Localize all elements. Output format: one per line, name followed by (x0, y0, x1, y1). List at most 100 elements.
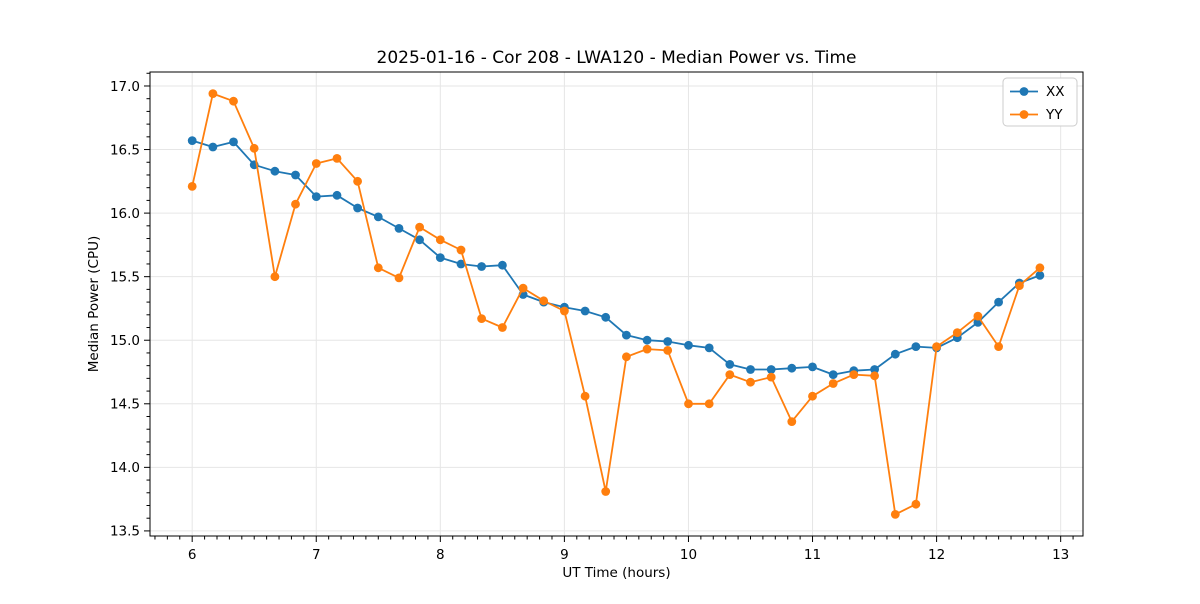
series-YY-marker (766, 372, 776, 382)
series-XX-marker (622, 330, 631, 340)
series-YY-marker (456, 245, 466, 255)
series-XX-marker (415, 235, 424, 245)
series-XX-marker (187, 136, 197, 146)
series-XX-marker (994, 297, 1003, 307)
series-YY-marker (1035, 263, 1045, 273)
series-YY-marker (725, 370, 735, 379)
series-XX-line (191, 139, 1041, 376)
y-tick-label: 14.5 (110, 397, 140, 413)
series-XX-marker (746, 365, 755, 374)
series-XX-marker (498, 260, 507, 270)
x-tick-label: 9 (560, 547, 569, 563)
series-YY-marker (684, 399, 693, 409)
series-YY-marker (808, 391, 817, 401)
series-YY-marker (890, 510, 900, 519)
y-tick-label: 13.5 (110, 524, 140, 540)
series-XX-marker (808, 362, 817, 372)
series-YY-marker (828, 379, 838, 388)
series-YY-marker (435, 235, 445, 245)
plot-area (150, 72, 1083, 536)
y-tick-label: 16.5 (110, 142, 140, 158)
series-YY-marker (601, 487, 611, 496)
legend-box (1002, 77, 1078, 127)
x-tick-label: 10 (680, 547, 697, 563)
series-XX-marker (663, 337, 673, 346)
legend-entry-YY: YY (1010, 107, 1063, 123)
series-YY-marker (622, 352, 631, 362)
series-YY-marker (994, 342, 1003, 351)
y-tick-label: 16.0 (110, 206, 140, 222)
series-YY-marker (973, 311, 983, 321)
series-XX-marker (332, 190, 342, 200)
series-XX-marker (229, 137, 238, 147)
series-XX-marker (601, 312, 611, 322)
series-XX-marker (828, 370, 838, 379)
series-YY-marker (332, 154, 342, 163)
series-YY-marker (187, 182, 197, 191)
series-YY-marker (1015, 281, 1024, 290)
series-XX-marker (704, 343, 714, 353)
series-XX-marker (1035, 271, 1045, 280)
series-YY-marker (394, 273, 404, 283)
y-axis-label: Median Power (CPU) (86, 236, 102, 372)
series-XX-marker (373, 212, 383, 222)
series-YY-marker (270, 272, 280, 282)
grid (150, 72, 1083, 536)
y-tick-label: 15.5 (110, 269, 140, 285)
series-YY-marker (849, 370, 859, 379)
chart-title: 2025-01-16 - Cor 208 - LWA120 - Median P… (377, 48, 857, 68)
series-YY-marker (249, 143, 259, 153)
series-YY-marker (911, 499, 921, 509)
series-YY-marker (746, 377, 755, 387)
y-tick-label: 17.0 (110, 79, 140, 95)
legend-label: YY (1045, 107, 1063, 123)
series-YY-marker (787, 417, 797, 426)
series-XX-marker (911, 342, 921, 351)
series-XX-marker (291, 170, 300, 180)
x-tick-label: 11 (804, 547, 821, 563)
x-axis-label: UT Time (hours) (562, 565, 670, 581)
series-XX-marker (870, 365, 879, 374)
series-XX-marker (684, 340, 693, 350)
plot-frame (149, 71, 1084, 537)
series-XX-marker (725, 360, 735, 369)
series-YY-marker (518, 283, 528, 293)
legend: XX YY (1002, 77, 1078, 127)
series-YY-marker (498, 323, 507, 332)
series-YY-marker (373, 263, 383, 273)
x-tick-label: 6 (188, 547, 197, 563)
series-XX-marker (353, 203, 362, 213)
series-YY-marker (539, 296, 549, 306)
series-YY-marker (477, 314, 486, 323)
series-YY-marker (870, 371, 879, 381)
series-YY-marker (642, 344, 652, 354)
series-YY-marker (663, 346, 673, 355)
series-XX-marker (580, 306, 590, 316)
legend-marker-sample (1019, 110, 1029, 119)
series-XX-marker (270, 166, 280, 176)
ticks (144, 72, 1074, 542)
series-YY-marker (353, 176, 362, 186)
series-YY (187, 89, 1045, 519)
series-XX-marker (456, 259, 466, 269)
legend-marker-sample (1019, 87, 1029, 96)
series-XX-marker (435, 253, 445, 262)
series-XX-marker (311, 192, 321, 202)
series-YY-marker (415, 222, 424, 232)
series-YY-marker (580, 391, 590, 401)
series-XX-marker (208, 142, 218, 152)
series-XX-marker (890, 349, 900, 359)
y-tick-label: 14.0 (110, 460, 140, 476)
tick-labels: 6 7 8 9 10 11 12 13 13.5 14.0 14.5 15.0 15.5 16.0 16.5… (110, 79, 1069, 563)
series-XX-marker (766, 365, 776, 374)
x-tick-label: 8 (436, 547, 445, 563)
series-YY-marker (952, 328, 962, 337)
series-YY-marker (704, 399, 714, 409)
series-YY-marker (229, 96, 238, 106)
series-YY-marker (208, 89, 218, 98)
y-tick-label: 15.0 (110, 333, 140, 349)
x-tick-label: 13 (1052, 547, 1069, 563)
legend-entry-XX: XX (1010, 84, 1065, 100)
